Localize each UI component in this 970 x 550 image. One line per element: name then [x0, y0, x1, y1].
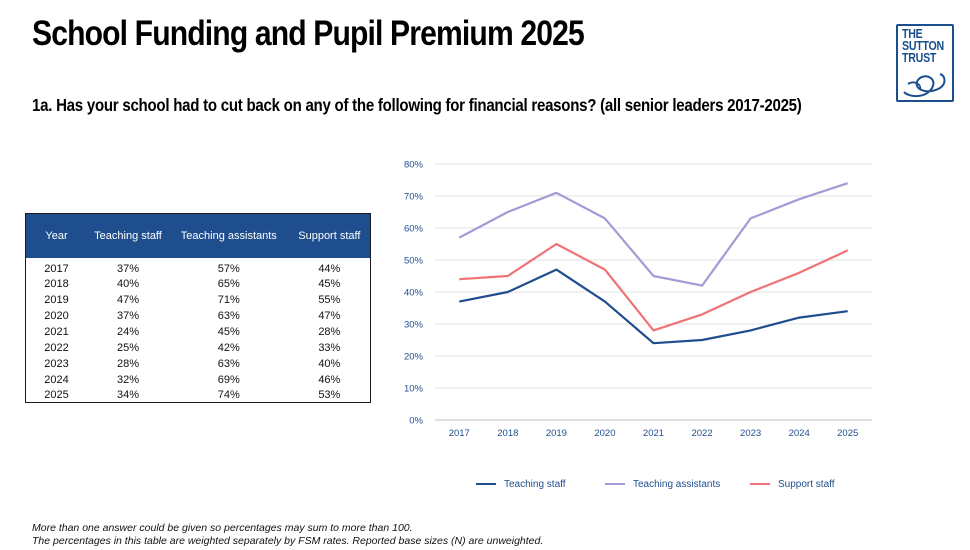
logo-text-line3: TRUST	[902, 51, 937, 65]
sutton-trust-logo: THE SUTTON TRUST	[896, 24, 954, 102]
x-tick-label: 2020	[594, 428, 615, 439]
table-header-row: Year Teaching staff Teaching assistants …	[25, 213, 371, 258]
table-row: 2022 25% 42% 33%	[26, 341, 371, 357]
logo-text-line1: THE	[902, 27, 923, 41]
table-cell: 28%	[117, 358, 140, 370]
y-tick-label: 10%	[404, 384, 424, 395]
table-cell: 28%	[318, 326, 341, 338]
table-row: 2018 40% 65% 45%	[26, 277, 371, 293]
table-cell: 2022	[44, 342, 69, 354]
table-row: 2017 37% 57% 44%	[26, 258, 371, 277]
table-cell: 33%	[318, 342, 341, 354]
table-cell: 2019	[44, 294, 69, 306]
table-cell: 47%	[117, 294, 140, 306]
x-tick-label: 2025	[837, 428, 858, 439]
footnote-1: More than one answer could be given so p…	[32, 522, 413, 534]
question-subtitle: 1a. Has your school had to cut back on a…	[32, 95, 802, 115]
table-cell: 53%	[318, 388, 341, 401]
table-row: 2021 24% 45% 28%	[26, 325, 371, 341]
x-tick-label: 2023	[740, 428, 761, 439]
legend-item-teaching-assistants: Teaching assistants	[605, 477, 720, 491]
table-cell: 25%	[117, 342, 140, 354]
logo-text-line2: SUTTON	[902, 39, 944, 53]
table-row: 2025 34% 74% 53%	[26, 389, 371, 403]
table-cell: 2024	[44, 374, 69, 386]
table-cell: 34%	[117, 388, 140, 401]
x-tick-label: 2021	[643, 428, 664, 439]
logo-swirl-icon	[903, 73, 946, 98]
series-line-teaching-staff	[459, 268, 848, 345]
table-cell: 65%	[217, 278, 240, 290]
x-tick-label: 2024	[789, 428, 810, 439]
table-cell: 57%	[217, 262, 240, 275]
table-cell: 2021	[44, 326, 69, 338]
table-cell: 37%	[117, 262, 140, 275]
series-line-support-staff	[459, 242, 849, 332]
table-cell: 45%	[217, 326, 240, 338]
column-header-support-staff: Support staff	[288, 213, 371, 258]
y-tick-label: 30%	[404, 320, 424, 331]
table-cell: 74%	[217, 388, 240, 401]
table-cell: 2020	[44, 310, 69, 322]
table-cell: 37%	[117, 310, 140, 322]
legend-label: Support staff	[778, 478, 835, 490]
column-header-teaching-assistants: Teaching assistants	[168, 213, 289, 258]
legend-swatch-teaching-staff	[476, 483, 496, 485]
table-cell: 2018	[44, 278, 69, 290]
table-cell: 46%	[318, 374, 341, 386]
table-cell: 69%	[217, 374, 240, 386]
table-cell: 24%	[117, 326, 140, 338]
y-tick-label: 0%	[409, 416, 423, 427]
footnote-2: The percentages in this table are weight…	[32, 535, 544, 547]
table-cell: 71%	[217, 294, 240, 306]
legend-swatch-teaching-assistants	[605, 483, 625, 485]
legend-swatch-support-staff	[750, 483, 770, 485]
table-cell: 47%	[318, 310, 341, 322]
column-header-teaching-staff: Teaching staff	[87, 213, 169, 258]
legend-label: Teaching assistants	[633, 478, 721, 490]
table-row: 2019 47% 71% 55%	[26, 293, 371, 309]
x-tick-label: 2017	[449, 428, 470, 439]
x-tick-label: 2022	[691, 428, 712, 439]
series-line-teaching-assistants	[458, 182, 849, 287]
table-row: 2020 37% 63% 47%	[26, 309, 371, 325]
x-tick-label: 2018	[497, 428, 518, 439]
legend-item-support-staff: Support staff	[750, 477, 835, 491]
legend-label: Teaching staff	[504, 478, 566, 490]
table-row: 2023 28% 63% 40%	[26, 357, 371, 373]
table-cell: 63%	[217, 310, 240, 322]
table-cell: 32%	[117, 374, 140, 386]
y-tick-label: 60%	[404, 224, 424, 235]
table-row: 2024 32% 69% 46%	[26, 373, 371, 389]
table-cell: 45%	[318, 278, 341, 290]
y-tick-label: 70%	[404, 192, 424, 203]
page-title: School Funding and Pupil Premium 2025	[32, 14, 585, 53]
column-header-year: Year	[25, 213, 88, 258]
table-cell: 40%	[117, 278, 140, 290]
table-cell: 2017	[44, 262, 69, 275]
data-table: Year Teaching staff Teaching assistants …	[25, 213, 371, 403]
table-cell: 42%	[217, 342, 240, 354]
y-tick-label: 20%	[404, 352, 424, 363]
table-cell: 55%	[318, 294, 341, 306]
line-chart: 0% 10% 20% 30% 40% 50% 60% 70% 80% 2017 2018 2019 20…	[404, 160, 872, 439]
table-cell: 2025	[44, 388, 69, 401]
table-cell: 44%	[318, 262, 341, 275]
table-cell: 40%	[318, 358, 341, 370]
y-tick-label: 40%	[404, 288, 424, 299]
y-tick-label: 50%	[404, 256, 424, 267]
x-tick-label: 2019	[546, 428, 567, 439]
table-cell: 63%	[217, 358, 240, 370]
table-cell: 2023	[44, 358, 69, 370]
legend-item-teaching-staff: Teaching staff	[476, 477, 566, 491]
y-tick-label: 80%	[404, 160, 424, 171]
